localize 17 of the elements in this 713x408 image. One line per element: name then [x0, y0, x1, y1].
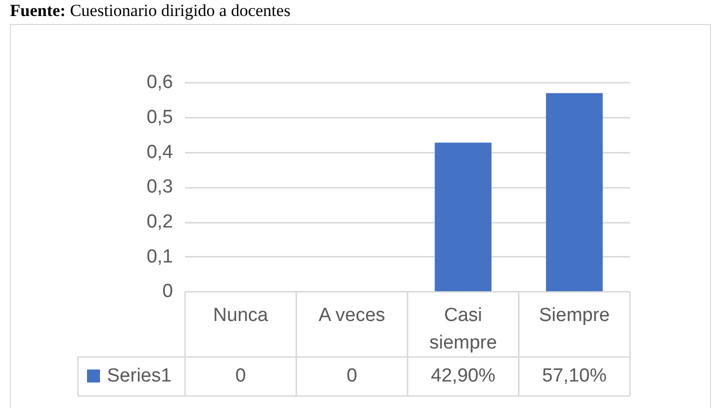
data-label: 57,10%: [542, 366, 607, 387]
y-tick-label: 0,3: [146, 176, 173, 198]
x-tick-label: Nunca: [213, 305, 269, 326]
y-tick-label: 0,6: [146, 72, 173, 94]
data-label: 42,90%: [430, 366, 496, 387]
y-tick-label: 0,5: [146, 107, 173, 128]
x-tick-label: Casi siempre: [429, 305, 497, 354]
x-tick-label: Siempre: [539, 305, 610, 326]
data-label: 0: [346, 366, 358, 387]
y-tick-label: 0: [162, 281, 173, 302]
legend-label: Series1: [107, 366, 172, 387]
y-tick-label: 0,1: [146, 246, 173, 268]
y-tick-label: 0,2: [146, 212, 173, 233]
y-tick-label: 0,4: [146, 142, 174, 163]
data-label: 0: [235, 366, 246, 387]
x-tick-label: A veces: [318, 305, 386, 326]
source-note: Fuente: Cuestionario dirigido a docentes: [10, 1, 290, 21]
